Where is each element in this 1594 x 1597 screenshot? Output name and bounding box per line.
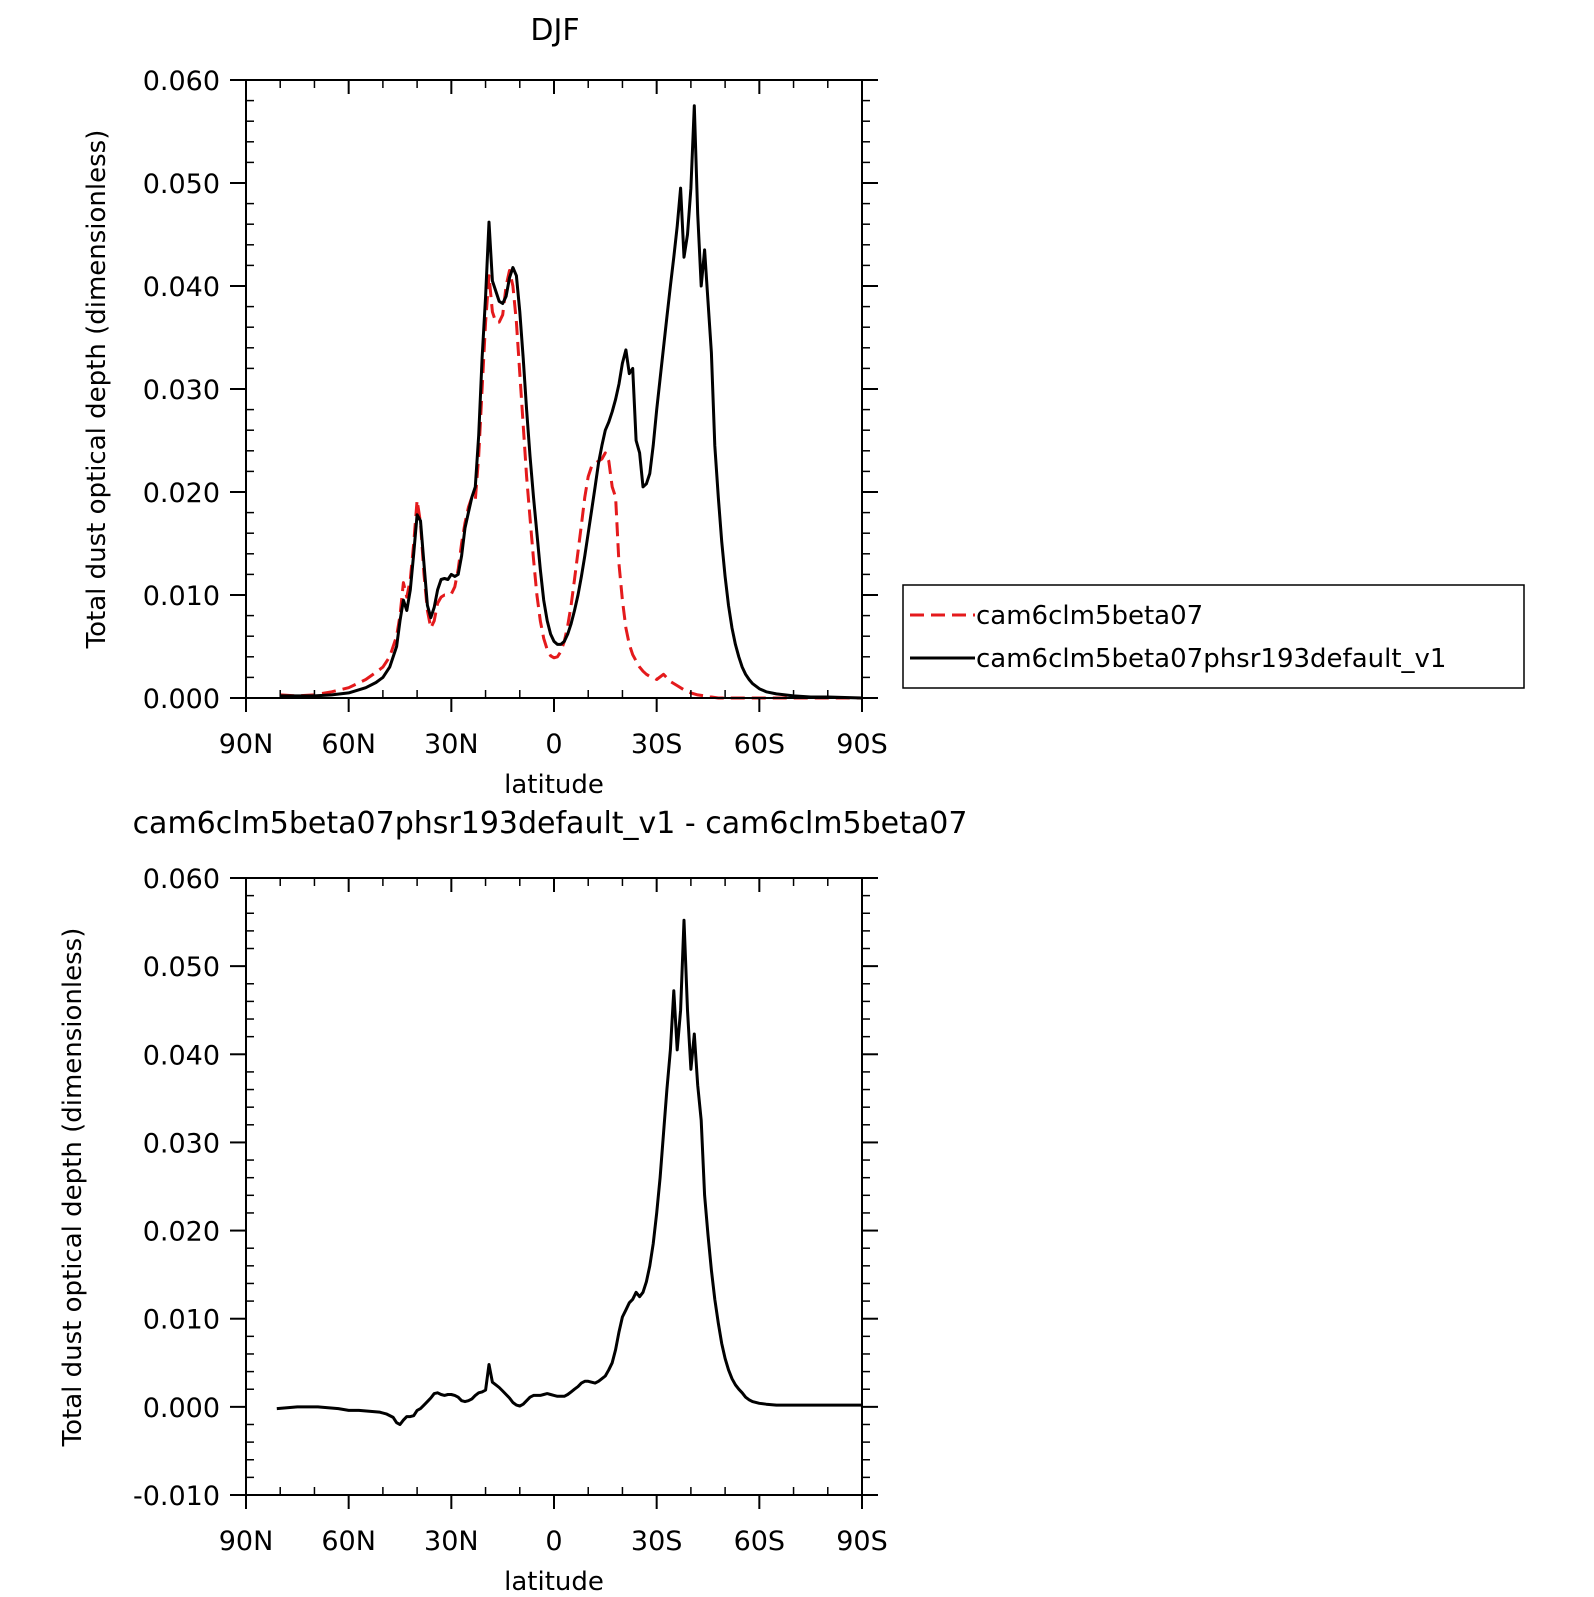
panel-djf: DJF 90N 60N 30N 0 30S 60S 90S 0.000 0.010 0.020 0.… <box>82 13 1525 800</box>
panel2-ytick-label: 0.010 <box>143 1305 220 1336</box>
panel2-ytick-label: 0.050 <box>143 952 220 983</box>
legend-box <box>902 584 1525 689</box>
panel1-xtick-label: 90N <box>219 729 274 760</box>
panel1-xtick-label: 0 <box>545 729 562 760</box>
panel2-ytick-label: 0.020 <box>143 1217 220 1248</box>
panel1-xtick-label: 60N <box>321 729 376 760</box>
panel2-ytick-label: 0.040 <box>143 1040 220 1071</box>
legend-label-2: cam6clm5beta07phsr193default_v1 <box>976 644 1446 674</box>
panel2-title: cam6clm5beta07phsr193default_v1 - cam6cl… <box>133 806 968 841</box>
panel2-xtick-label: 0 <box>545 1526 562 1557</box>
panel1-ytick-label: 0.030 <box>143 375 220 406</box>
legend-label-1: cam6clm5beta07 <box>976 601 1203 631</box>
panel2-xlabel: latitude <box>504 1567 604 1597</box>
panel1-xtick-label: 30S <box>631 729 683 760</box>
panel2-xtick-label: 30N <box>424 1526 479 1557</box>
panel1-ticks: 90N 60N 30N 0 30S 60S 90S 0.000 0.010 0.020 0.030 0… <box>143 66 888 760</box>
panel2-series-line-1 <box>276 918 862 1426</box>
panel2-xtick-label: 90S <box>836 1526 888 1557</box>
panel1-xtick-label: 30N <box>424 729 479 760</box>
panel1-series <box>280 104 863 700</box>
panel2-plot-frame <box>245 877 863 1496</box>
panel2-ytick-label: 0.000 <box>143 1393 220 1424</box>
legend: cam6clm5beta07 cam6clm5beta07phsr193defa… <box>902 584 1525 689</box>
panel1-series-line-1 <box>280 269 862 700</box>
panel1-xlabel: latitude <box>504 770 604 800</box>
panel2-xtick-label: 60N <box>321 1526 376 1557</box>
panel1-ytick-label: 0.000 <box>143 684 220 715</box>
panel1-ytick-label: 0.020 <box>143 478 220 509</box>
panel1-series-line-2 <box>280 104 863 700</box>
panel2-ticks: 90N 60N 30N 0 30S 60S 90S -0.010 0.000 0.010 0.020… <box>133 864 888 1557</box>
panel2-ytick-label: 0.060 <box>143 864 220 895</box>
panel1-ytick-label: 0.050 <box>143 169 220 200</box>
panel1-xtick-label: 60S <box>734 729 786 760</box>
panel2-xtick-label: 30S <box>631 1526 683 1557</box>
panel2-ylabel: Total dust optical depth (dimensionless) <box>58 928 88 1448</box>
panel2-ytick-label: -0.010 <box>133 1481 220 1512</box>
panel1-ytick-label: 0.010 <box>143 581 220 612</box>
panel1-plot-frame <box>245 79 863 699</box>
panel2-xtick-label: 90N <box>219 1526 274 1557</box>
panel1-ytick-label: 0.060 <box>143 66 220 97</box>
panel2-xtick-label: 60S <box>734 1526 786 1557</box>
panel1-ytick-label: 0.040 <box>143 272 220 303</box>
panel1-title: DJF <box>530 13 579 48</box>
panel1-ylabel: Total dust optical depth (dimensionless) <box>82 130 112 650</box>
panel-difference: cam6clm5beta07phsr193default_v1 - cam6cl… <box>58 806 967 1597</box>
panel1-xtick-label: 90S <box>836 729 888 760</box>
panel2-ytick-label: 0.030 <box>143 1128 220 1159</box>
panel2-series <box>276 918 862 1426</box>
